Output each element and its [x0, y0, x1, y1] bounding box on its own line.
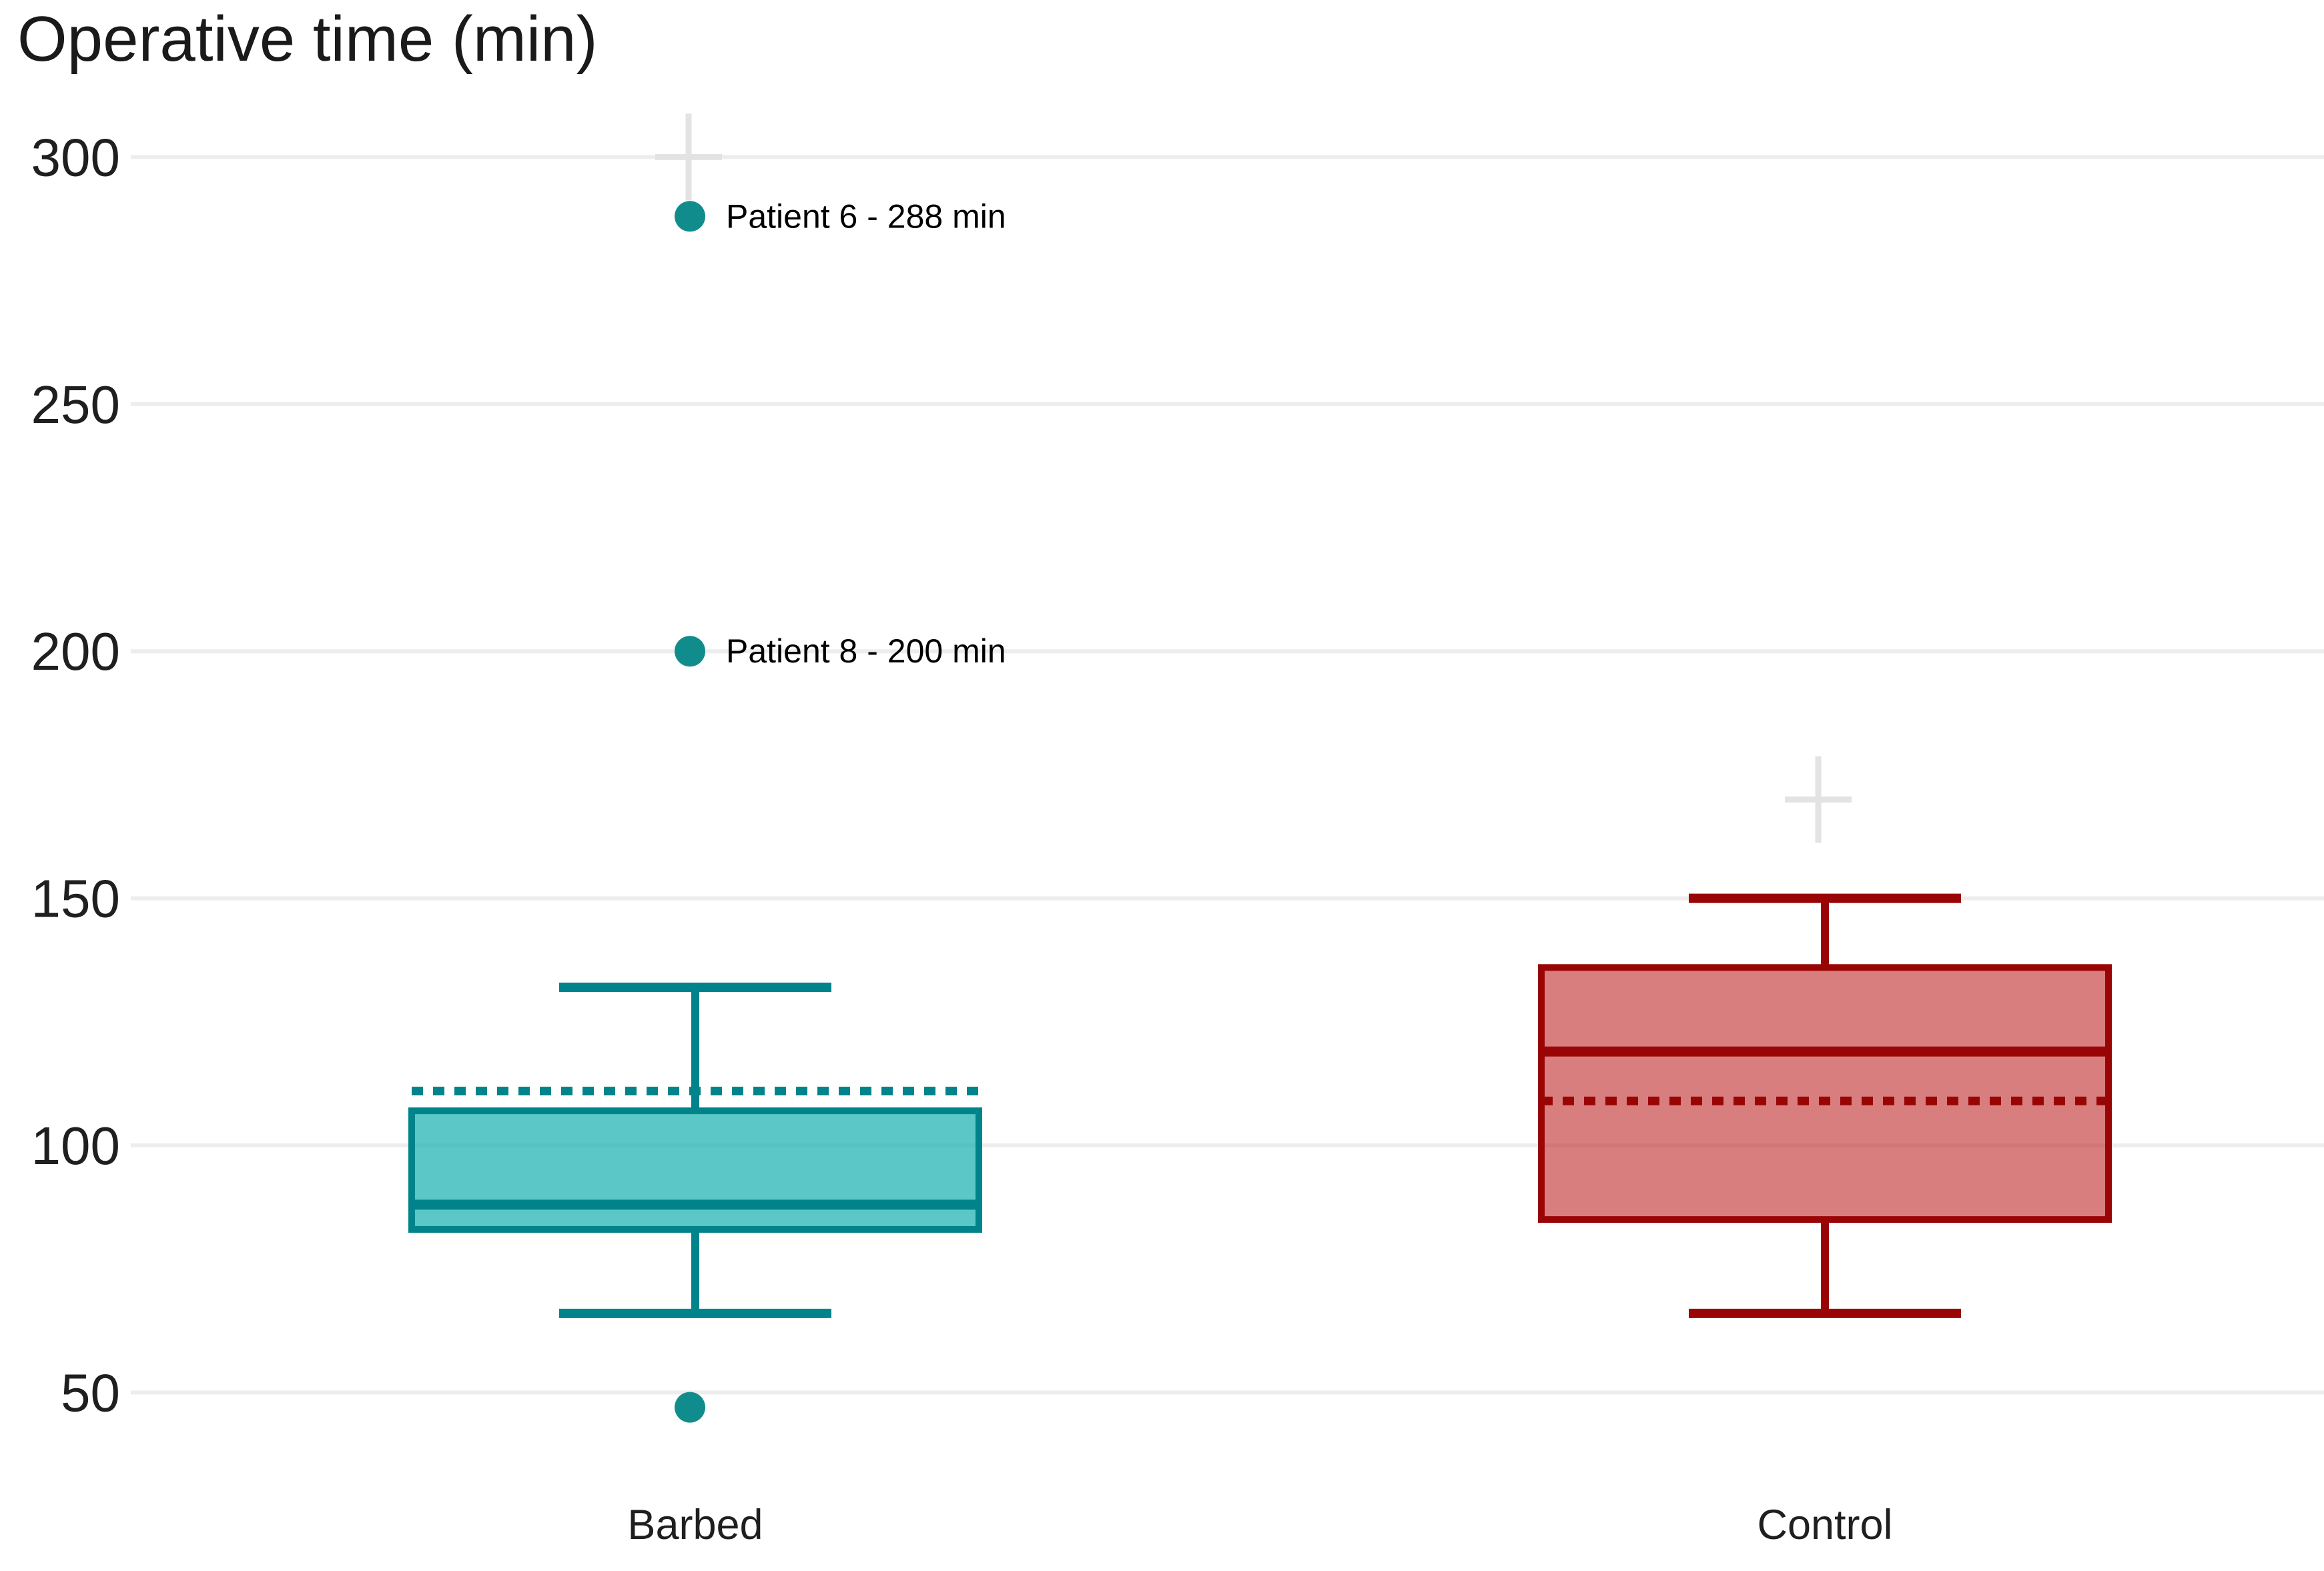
y-tick-label-250: 250: [31, 375, 120, 434]
y-tick-label-150: 150: [31, 869, 120, 929]
category-label-control: Control: [1757, 1502, 1892, 1548]
y-tick-label-200: 200: [31, 622, 120, 681]
category-label-barbed: Barbed: [627, 1502, 763, 1548]
outlier-label: Patient 6 - 288 min: [726, 197, 1006, 235]
y-tick-label-50: 50: [61, 1363, 120, 1422]
iqr-box-control: [1538, 964, 2112, 1223]
outlier-label: Patient 8 - 200 min: [726, 632, 1006, 670]
iqr-box-barbed: [408, 1107, 982, 1233]
outlier-dot: [675, 201, 705, 232]
outlier-dot: [675, 636, 705, 667]
outlier-dot: [675, 1392, 705, 1423]
y-tick-label-300: 300: [31, 127, 120, 187]
y-tick-label-100: 100: [31, 1116, 120, 1175]
chart-title: Operative time (min): [17, 3, 598, 75]
